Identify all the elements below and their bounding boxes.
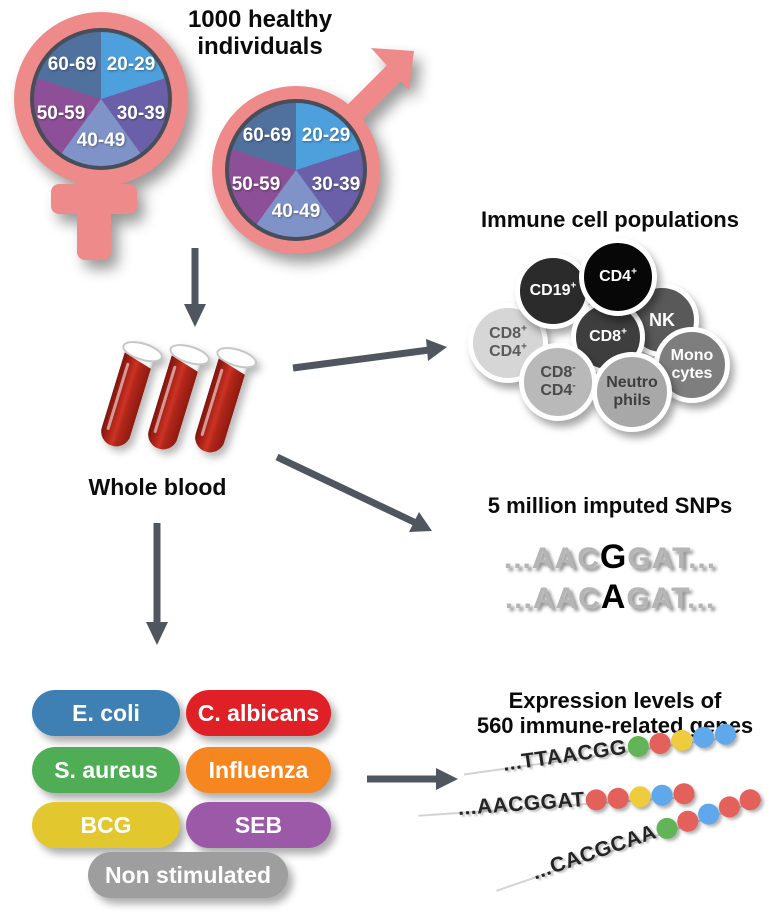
stimulus-non-stimulated: Non stimulated bbox=[88, 852, 288, 898]
stimulus-ecoli: E. coli bbox=[32, 690, 180, 736]
age-slice-label: 30-39 bbox=[116, 103, 166, 124]
expression-dot bbox=[674, 807, 701, 835]
age-slice-label: 20-29 bbox=[106, 54, 156, 75]
male-symbol: 20-29 30-39 40-49 50-59 60-69 bbox=[210, 40, 425, 258]
snp-variant-allele: G bbox=[599, 538, 628, 576]
expression-dot bbox=[691, 724, 716, 749]
expression-dot bbox=[672, 781, 696, 805]
expression-title-line1: Expression levels of bbox=[508, 688, 722, 713]
snp-sequence-2: ...AACAGAT... bbox=[504, 578, 716, 616]
snp-sequence-1: ...AACGGAT... bbox=[503, 538, 717, 576]
male-age-pie-chart: 20-29 30-39 40-49 50-59 60-69 bbox=[225, 99, 367, 241]
gene-sequence: ...TTAACGG bbox=[501, 735, 629, 776]
female-symbol-crossbar bbox=[51, 184, 137, 214]
snp-variant-allele: A bbox=[600, 578, 627, 616]
expression-dot bbox=[626, 734, 650, 758]
expression-dot bbox=[713, 721, 737, 746]
age-slice-label: 60-69 bbox=[242, 125, 292, 146]
age-slice-label: 50-59 bbox=[231, 174, 281, 195]
expression-row-2: ...AACGGAT bbox=[418, 780, 696, 820]
cell-monocytes: Mono cytes bbox=[654, 327, 730, 403]
stimulus-saureus: S. aureus bbox=[32, 747, 180, 793]
cell-cd8neg-cd4neg: CD8- CD4- bbox=[519, 343, 597, 421]
expression-dot bbox=[694, 800, 722, 828]
male-symbol-arrow bbox=[344, 48, 414, 123]
figure-title: 1000 healthy individuals bbox=[160, 6, 360, 60]
expression-dot bbox=[585, 788, 608, 811]
figure-title-line2: individuals bbox=[197, 33, 323, 60]
expression-dot bbox=[650, 783, 674, 806]
snp-sequences: ...AACGGAT... ...AACAGAT... bbox=[450, 538, 770, 618]
gene-sequence: ...CACGCAA bbox=[529, 820, 660, 885]
age-slice-label: 40-49 bbox=[76, 130, 126, 151]
arrow-blood-to-stimuli bbox=[146, 523, 168, 645]
age-slice-label: 40-49 bbox=[271, 201, 321, 222]
expression-dot bbox=[669, 728, 694, 752]
age-slice-label: 60-69 bbox=[47, 54, 97, 75]
gene-sequence: ...AACGGAT bbox=[457, 788, 586, 820]
stimulus-calbicans: C. albicans bbox=[186, 690, 331, 736]
female-symbol: 20-29 30-39 40-49 50-59 60-69 bbox=[14, 12, 204, 262]
stimulus-bcg: BCG bbox=[32, 802, 180, 848]
age-slice-label: 20-29 bbox=[301, 125, 351, 146]
whole-blood-label: Whole blood bbox=[88, 474, 227, 500]
expression-dot bbox=[628, 785, 652, 808]
age-slice-label: 50-59 bbox=[36, 103, 86, 124]
figure-title-line1: 1000 healthy bbox=[187, 6, 333, 33]
expression-dot bbox=[736, 785, 764, 813]
expression-dot bbox=[647, 731, 672, 755]
age-slice-label: 30-39 bbox=[311, 174, 361, 195]
stimulus-influenza: Influenza bbox=[186, 747, 331, 793]
cell-neutrophils: Neutro phils bbox=[592, 352, 672, 432]
arrow-blood-to-immune-cells bbox=[292, 339, 447, 372]
arrow-stimuli-to-expression bbox=[367, 768, 458, 790]
immune-section-title: Immune cell populations bbox=[481, 207, 739, 232]
expression-dot bbox=[607, 786, 630, 810]
snp-section-title: 5 million imputed SNPs bbox=[487, 493, 733, 518]
stimulus-seb: SEB bbox=[186, 802, 331, 848]
arrow-blood-to-snps bbox=[275, 453, 432, 532]
female-age-pie-chart: 20-29 30-39 40-49 50-59 60-69 bbox=[30, 28, 172, 170]
expression-dot bbox=[715, 793, 743, 820]
cell-cd4: CD4+ bbox=[579, 238, 657, 316]
expression-section-title: Expression levels of 560 immune-related … bbox=[462, 688, 768, 738]
